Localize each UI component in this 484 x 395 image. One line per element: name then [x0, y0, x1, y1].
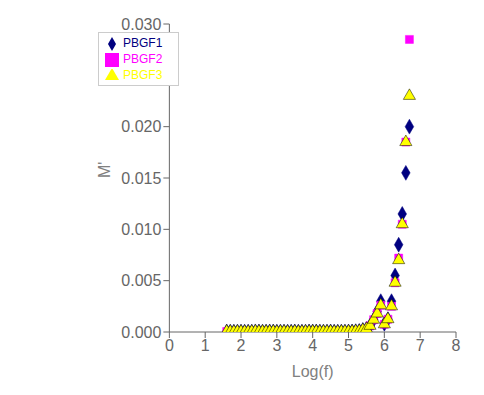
svg-text:0.030: 0.030	[121, 16, 161, 33]
svg-text:0: 0	[165, 337, 174, 354]
svg-text:3: 3	[272, 337, 281, 354]
svg-text:0.010: 0.010	[121, 221, 161, 238]
svg-text:Log(f): Log(f)	[292, 363, 334, 380]
svg-text:6: 6	[380, 337, 389, 354]
svg-text:2: 2	[237, 337, 246, 354]
svg-text:M': M'	[96, 162, 113, 178]
svg-text:5: 5	[344, 337, 353, 354]
svg-text:0.015: 0.015	[121, 170, 161, 187]
svg-text:0.005: 0.005	[121, 272, 161, 289]
svg-text:4: 4	[308, 337, 317, 354]
svg-text:1: 1	[201, 337, 210, 354]
svg-text:0.000: 0.000	[121, 324, 161, 341]
svg-text:8: 8	[452, 337, 461, 354]
svg-text:0.025: 0.025	[121, 67, 161, 84]
svg-text:7: 7	[416, 337, 425, 354]
svg-text:0.020: 0.020	[121, 118, 161, 135]
